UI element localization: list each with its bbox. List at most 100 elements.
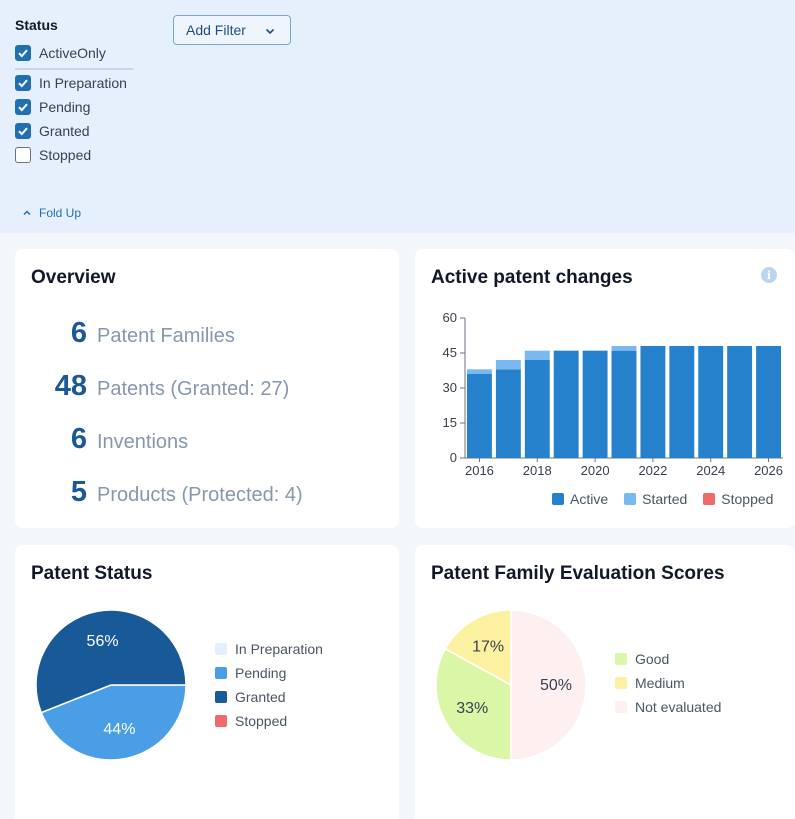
filter-option-granted[interactable]: Granted [15,122,90,140]
checkbox-label: Pending [39,99,90,115]
bar-active [525,360,550,458]
bar-started [496,360,521,369]
filter-option-pending[interactable]: Pending [15,98,90,116]
bar-active [727,346,752,458]
x-tick-label: 2026 [754,463,783,478]
bar-active [554,351,579,458]
overview-row-patents[interactable]: 48 Patents (Granted: 27) [31,370,289,403]
y-tick-label: 15 [443,415,457,430]
legend-item-good[interactable]: Good [615,647,721,671]
legend-swatch [615,701,627,713]
overview-label: Patent Families [97,325,235,348]
overview-row-patent-families[interactable]: 6 Patent Families [31,317,235,350]
legend-swatch [215,691,227,703]
legend-item-active[interactable]: Active [552,491,608,507]
overview-card: Overview 6 Patent Families 48 Patents (G… [15,249,399,528]
filter-option-in-preparation[interactable]: In Preparation [15,74,127,92]
chevron-down-icon [264,25,276,37]
evaluation-legend: Good Medium Not evaluated [615,647,721,719]
overview-row-products[interactable]: 5 Products (Protected: 4) [31,476,303,509]
checkbox[interactable] [15,123,31,139]
pie-slice-label: 17% [472,638,504,655]
legend-swatch [615,653,627,665]
overview-value: 6 [31,317,87,350]
fold-up-button[interactable]: Fold Up [22,206,81,220]
bar-active [583,351,608,458]
legend-swatch [552,493,564,505]
overview-label: Inventions [97,431,188,454]
active-patent-changes-card: Active patent changes i 0153045602016201… [415,249,795,528]
checkbox-label: Granted [39,123,90,139]
patent-status-card: Patent Status 44%56% In Preparation Pend… [15,545,399,819]
legend-label: Not evaluated [635,699,721,715]
checkbox-label: In Preparation [39,75,127,91]
legend-swatch [215,643,227,655]
bar-active [698,346,723,458]
active-changes-title: Active patent changes [431,267,633,289]
checkbox-label: ActiveOnly [39,45,106,61]
y-tick-label: 0 [450,450,457,465]
overview-value: 48 [31,370,87,403]
legend-label: In Preparation [235,641,323,657]
legend-swatch [624,493,636,505]
divider [15,68,133,70]
x-tick-label: 2016 [465,463,494,478]
filter-option-activeonly[interactable]: ActiveOnly [15,44,106,62]
bar-active [612,351,637,458]
filter-panel: Status ActiveOnly In Preparation Pending… [0,0,795,233]
legend-label: Good [635,651,669,667]
x-tick-label: 2020 [581,463,610,478]
bar-started [612,346,637,351]
y-tick-label: 60 [443,310,457,325]
legend-label: Started [642,491,687,507]
legend-item-started[interactable]: Started [624,491,687,507]
checkbox[interactable] [15,45,31,61]
evaluation-scores-card: Patent Family Evaluation Scores 33%17%50… [415,545,795,819]
legend-swatch [215,667,227,679]
y-tick-label: 45 [443,345,457,360]
bar-active [640,346,665,458]
fold-up-label: Fold Up [39,206,81,220]
pie-slice-label: 56% [87,633,119,650]
pie-slice-label: 50% [540,677,572,694]
active-changes-legend: Active Started Stopped [552,491,773,507]
info-icon[interactable]: i [761,267,777,283]
legend-item-stopped[interactable]: Stopped [215,709,323,733]
patent-status-pie-chart: 44% 56% [26,600,196,770]
overview-title: Overview [31,267,116,289]
bar-active [669,346,694,458]
overview-value: 6 [31,423,87,456]
y-tick-label: 30 [443,380,457,395]
bar-started [525,351,550,360]
overview-label: Products (Protected: 4) [97,484,303,507]
status-filter-title: Status [15,17,58,33]
legend-swatch [703,493,715,505]
bar-active [467,374,492,458]
legend-item-stopped[interactable]: Stopped [703,491,773,507]
legend-item-in-preparation[interactable]: In Preparation [215,637,323,661]
pie-slice-label: 33% [456,700,488,717]
add-filter-label: Add Filter [186,22,246,38]
checkbox[interactable] [15,75,31,91]
x-tick-label: 2024 [696,463,725,478]
bar-active [496,369,521,458]
patent-status-legend: In Preparation Pending Granted Stopped [215,637,323,733]
overview-row-inventions[interactable]: 6 Inventions [31,423,188,456]
add-filter-button[interactable]: Add Filter [173,15,291,45]
overview-value: 5 [31,476,87,509]
legend-label: Active [570,491,608,507]
checkbox[interactable] [15,99,31,115]
chevron-up-icon [22,208,32,218]
legend-label: Pending [235,665,286,681]
overview-label: Patents (Granted: 27) [97,378,289,401]
legend-item-medium[interactable]: Medium [615,671,721,695]
legend-item-granted[interactable]: Granted [215,685,323,709]
evaluation-pie-chart: 33% 17% 50% [426,600,596,770]
bar-active [756,346,781,458]
filter-option-stopped[interactable]: Stopped [15,146,91,164]
pie-slice-label: 44% [103,721,135,738]
legend-item-not-evaluated[interactable]: Not evaluated [615,695,721,719]
legend-item-pending[interactable]: Pending [215,661,323,685]
legend-label: Stopped [721,491,773,507]
checkbox[interactable] [15,147,31,163]
